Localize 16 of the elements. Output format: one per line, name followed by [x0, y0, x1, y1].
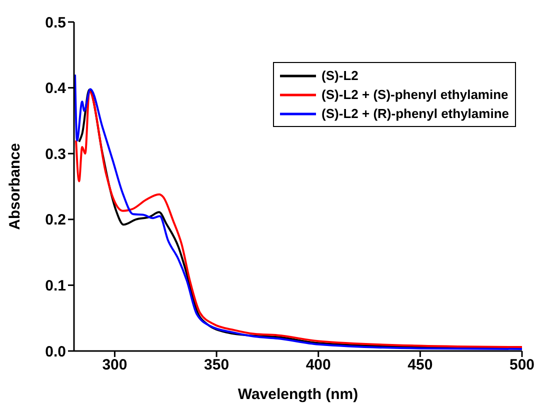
- legend-label: (S)-L2 + (S)-phenyl ethylamine: [322, 87, 508, 102]
- y-tick-label: 0.4: [45, 80, 67, 98]
- legend-label: (S)-L2 + (R)-phenyl ethylamine: [322, 106, 509, 121]
- y-tick-label: 0.5: [45, 14, 66, 32]
- x-tick-label: 450: [408, 356, 433, 374]
- y-tick-label: 0.1: [45, 278, 66, 295]
- x-tick-label: 400: [306, 356, 331, 374]
- x-axis-title: Wavelength (nm): [238, 386, 358, 403]
- y-tick-label: 0.3: [45, 146, 66, 163]
- legend-label: (S)-L2: [322, 68, 358, 83]
- x-tick-label: 350: [204, 356, 230, 374]
- y-axis-title: Absorbance: [6, 143, 24, 230]
- x-tick-label: 300: [102, 356, 128, 374]
- y-tick-label: 0.2: [45, 212, 66, 229]
- x-tick-label: 500: [509, 356, 535, 374]
- y-tick-label: 0.0: [45, 343, 66, 360]
